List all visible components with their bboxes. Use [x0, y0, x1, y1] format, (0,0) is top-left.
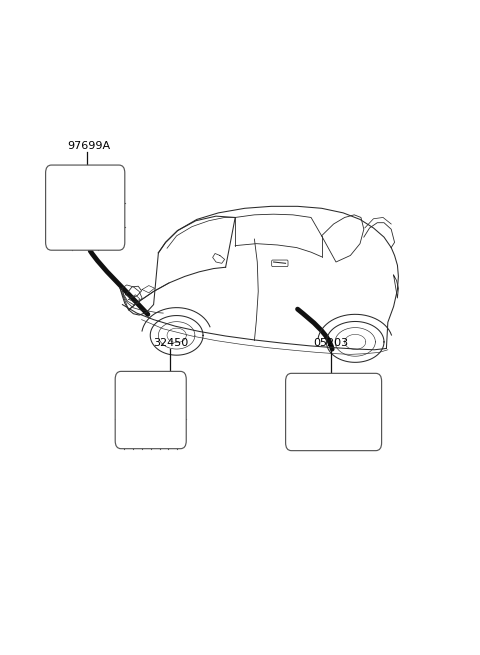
Text: 32450: 32450: [153, 339, 188, 348]
FancyBboxPatch shape: [115, 371, 186, 449]
FancyBboxPatch shape: [286, 373, 382, 451]
Text: 97699A: 97699A: [67, 141, 110, 151]
Text: 05203: 05203: [313, 339, 349, 348]
FancyBboxPatch shape: [46, 165, 125, 250]
